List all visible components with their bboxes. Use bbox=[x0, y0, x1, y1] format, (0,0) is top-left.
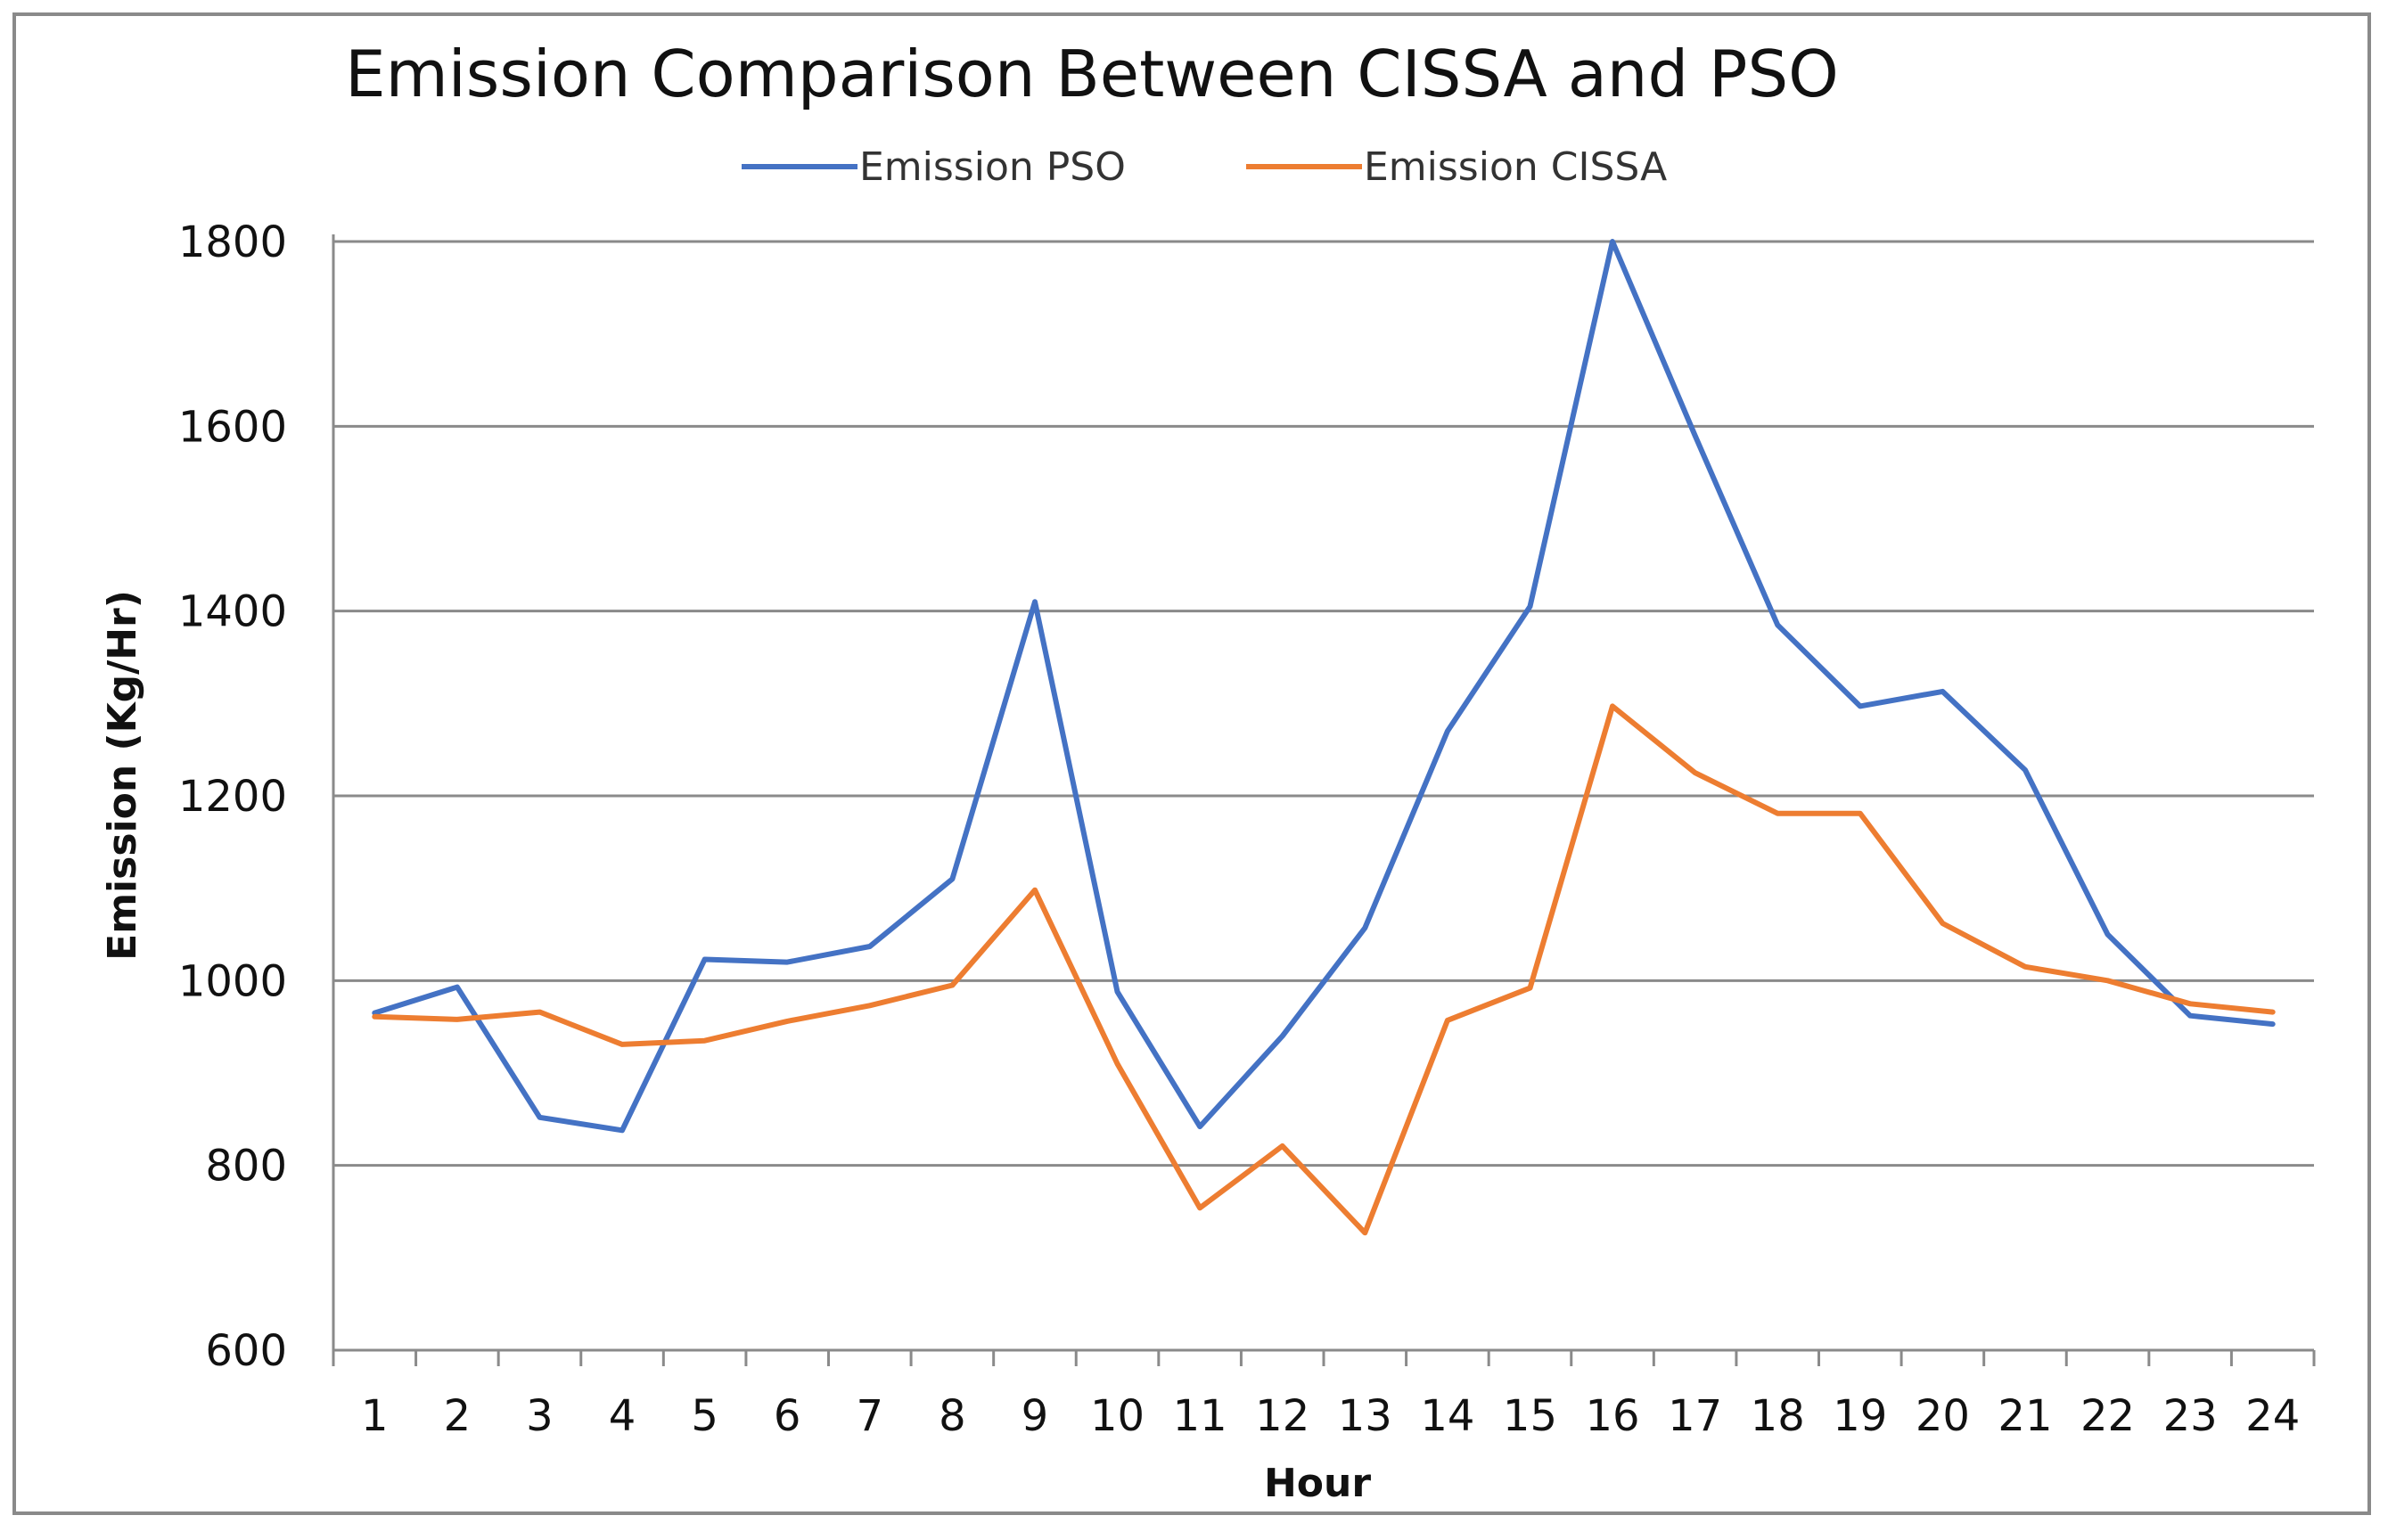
x-tick-label: 1 bbox=[361, 1391, 389, 1441]
legend-label: Emission PSO bbox=[859, 144, 1126, 190]
x-axis-title: Hour bbox=[1264, 1461, 1371, 1506]
y-axis-ticks: 600 800 1000 1200 1400 1600 1800 bbox=[178, 217, 287, 1376]
series-line-emission-cissa bbox=[372, 703, 2276, 1236]
y-tick-label: 1000 bbox=[178, 956, 287, 1006]
legend-label: Emission CISSA bbox=[1364, 144, 1667, 190]
gridlines bbox=[333, 240, 2314, 1167]
x-tick-label: 19 bbox=[1833, 1391, 1887, 1441]
y-tick-label: 1600 bbox=[178, 402, 287, 452]
x-tick-label: 10 bbox=[1090, 1391, 1145, 1441]
x-axis-ticks: 1 2 3 4 5 6 7 8 9 10 11 12 13 14 15 16 17 18 19 20 21 22 23 24 bbox=[361, 1391, 2300, 1441]
y-axis-title: Emission (Kg/Hr) bbox=[100, 590, 145, 961]
series-group bbox=[372, 239, 2276, 1236]
x-tick-label: 3 bbox=[526, 1391, 554, 1441]
x-tick-label: 18 bbox=[1751, 1391, 1805, 1441]
legend: Emission PSO Emission CISSA bbox=[742, 144, 1667, 190]
y-tick-label: 600 bbox=[205, 1326, 287, 1376]
x-tick-label: 9 bbox=[1022, 1391, 1049, 1441]
chart-title: Emission Comparison Between CISSA and PS… bbox=[345, 37, 1839, 111]
x-tick-label: 24 bbox=[2245, 1391, 2300, 1441]
x-tick-label: 15 bbox=[1503, 1391, 1557, 1441]
x-tick-label: 2 bbox=[444, 1391, 472, 1441]
y-tick-label: 1400 bbox=[178, 587, 287, 637]
x-tick-label: 6 bbox=[774, 1391, 801, 1441]
y-tick-label: 1200 bbox=[178, 772, 287, 822]
x-tick-label: 20 bbox=[1916, 1391, 1970, 1441]
x-tick-label: 8 bbox=[939, 1391, 966, 1441]
chart-frame bbox=[12, 12, 2371, 1515]
x-tick-label: 21 bbox=[1998, 1391, 2052, 1441]
x-tick-label: 12 bbox=[1255, 1391, 1309, 1441]
x-tick-label: 7 bbox=[857, 1391, 884, 1441]
x-tick-label: 22 bbox=[2080, 1391, 2135, 1441]
x-tick-label: 11 bbox=[1173, 1391, 1227, 1441]
x-tick-label: 5 bbox=[691, 1391, 718, 1441]
x-tick-label: 13 bbox=[1338, 1391, 1392, 1441]
x-tick-label: 4 bbox=[609, 1391, 636, 1441]
x-tick-label: 14 bbox=[1420, 1391, 1474, 1441]
x-tick-label: 16 bbox=[1586, 1391, 1640, 1441]
axes bbox=[332, 234, 2316, 1366]
x-tick-label: 17 bbox=[1668, 1391, 1722, 1441]
y-tick-label: 1800 bbox=[178, 217, 287, 267]
x-tick-label: 23 bbox=[2163, 1391, 2218, 1441]
series-line-emission-pso bbox=[372, 239, 2276, 1134]
y-tick-label: 800 bbox=[205, 1142, 287, 1192]
